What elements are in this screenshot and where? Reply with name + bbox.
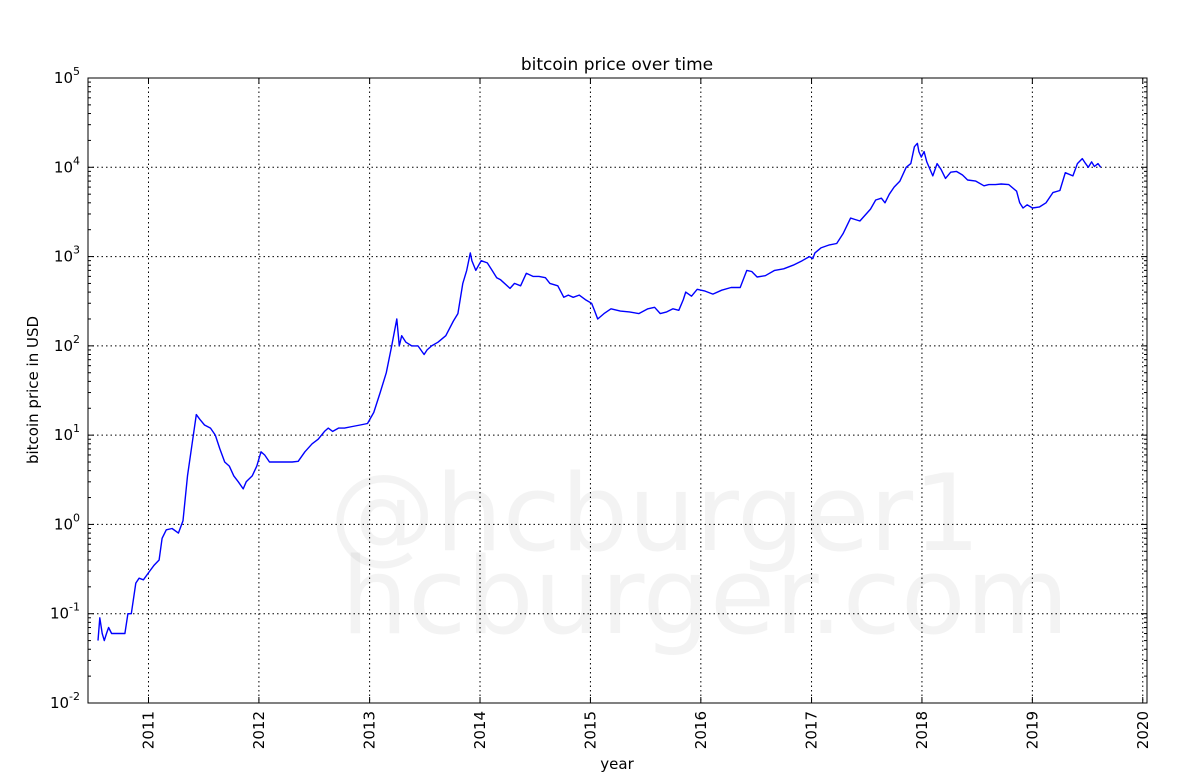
price-series bbox=[97, 142, 1102, 642]
x-tick-label: 2013 bbox=[361, 711, 379, 749]
x-tick-label: 2012 bbox=[250, 711, 268, 749]
y-tick-label: 103 bbox=[54, 244, 80, 266]
x-tick-label: 2014 bbox=[471, 711, 489, 749]
watermark-line-2: hcburger.com bbox=[341, 535, 1069, 658]
y-axis-label: bitcoin price in USD bbox=[24, 316, 42, 464]
y-tick-label: 10-1 bbox=[50, 601, 80, 623]
grid bbox=[88, 78, 1147, 703]
x-tick-labels: 2011 2012 2013 2014 2015 2016 2017 2018 2019 2020 bbox=[139, 711, 1151, 749]
chart-title: bitcoin price over time bbox=[521, 55, 713, 75]
y-tick-label: 101 bbox=[54, 422, 80, 444]
x-tick-label: 2019 bbox=[1023, 711, 1041, 749]
x-tick-label: 2018 bbox=[913, 711, 931, 749]
y-tick-label: 104 bbox=[54, 154, 80, 176]
x-tick-label: 2011 bbox=[139, 711, 157, 749]
y-tick-label: 105 bbox=[54, 65, 80, 87]
y-tick-label: 100 bbox=[54, 511, 80, 533]
x-tick-label: 2020 bbox=[1134, 711, 1152, 749]
x-tick-label: 2017 bbox=[803, 711, 821, 749]
y-tick-label: 10-2 bbox=[50, 690, 80, 712]
watermark-line-1: @hcburger1 bbox=[329, 452, 980, 575]
x-axis-label: year bbox=[600, 755, 634, 773]
x-tick-label: 2016 bbox=[692, 711, 710, 749]
plot-frame bbox=[87, 77, 1148, 704]
price-line bbox=[97, 142, 1102, 642]
x-tick-label: 2015 bbox=[581, 711, 599, 749]
y-tick-label: 102 bbox=[54, 333, 80, 355]
ticks bbox=[88, 77, 1147, 704]
y-tick-labels: 10-2 10-1 100 101 102 103 104 105 bbox=[50, 65, 80, 712]
